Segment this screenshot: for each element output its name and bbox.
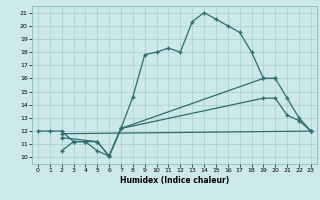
X-axis label: Humidex (Indice chaleur): Humidex (Indice chaleur) [120,176,229,185]
